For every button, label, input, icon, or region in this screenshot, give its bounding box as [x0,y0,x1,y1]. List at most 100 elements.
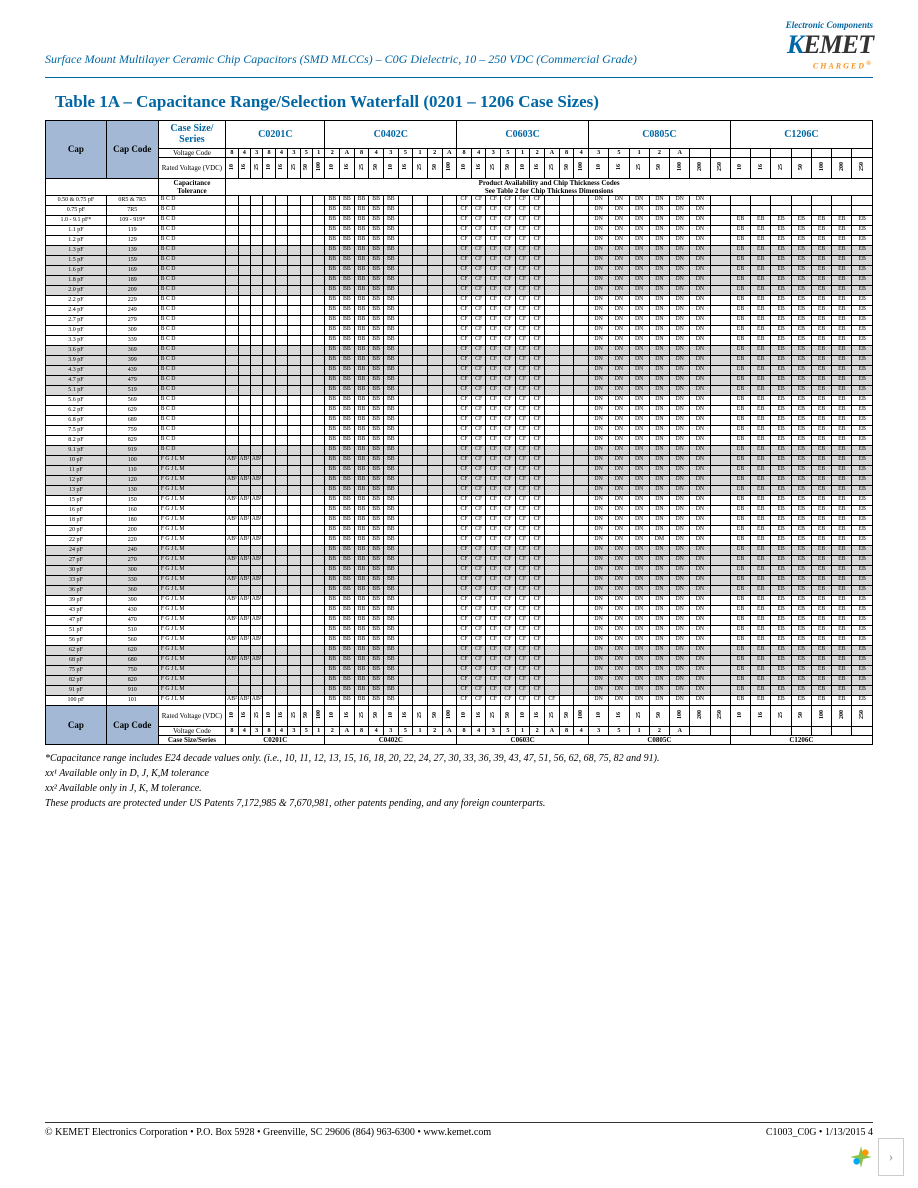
cell-cap: 2.7 pF [46,315,107,325]
cell-tol: B C D [158,415,226,425]
cell-code: 750 [106,665,158,675]
cell-cap: 1.6 pF [46,265,107,275]
cell-tol: B C D [158,325,226,335]
cell-code: 240 [106,545,158,555]
cell-tol: F G J L M [158,645,226,655]
cell-code: 109 - 919* [106,215,158,225]
cell-tol: F G J L M [158,485,226,495]
viewer-icon[interactable] [848,1144,874,1170]
table-row: 91 pF910F G J L MBBBBBBBBBBCFCFCFCFCFCFD… [46,685,873,695]
cell-code: 200 [106,525,158,535]
cell-cap: 8.2 pF [46,435,107,445]
cell-cap: 16 pF [46,505,107,515]
page-footer: © KEMET Electronics Corporation • P.O. B… [45,1114,873,1138]
cell-cap: 43 pF [46,605,107,615]
table-row: 47 pF470F G J L MAB¹AB¹AB¹BBBBBBBBBBCFCF… [46,615,873,625]
cell-tol: F G J L M [158,635,226,645]
footnote-2: xx¹ Available only in D, J, K,M toleranc… [45,766,873,781]
footer-right: C1003_C0G • 1/13/2015 4 [766,1127,873,1138]
cell-tol: F G J L M [158,655,226,665]
cell-cap: 1.5 pF [46,255,107,265]
cell-tol: B C D [158,435,226,445]
cell-cap: 5.1 pF [46,385,107,395]
cell-tol: B C D [158,205,226,215]
cell-tol: F G J L M [158,685,226,695]
cell-tol: F G J L M [158,625,226,635]
cell-code: 820 [106,675,158,685]
cell-code: 339 [106,335,158,345]
cell-tol: B C D [158,215,226,225]
table-row: 10 pF100F G J L MAB¹AB¹AB¹BBBBBBBBBBCFCF… [46,455,873,465]
cell-cap: 10 pF [46,455,107,465]
table-row: 1.0 - 9.1 pF*109 - 919*B C DBBBBBBBBBBCF… [46,215,873,225]
cell-cap: 5.6 pF [46,395,107,405]
hdr-voltage-code-row: Voltage Code 84384351 2A843512A 843512A8… [46,148,873,157]
cell-cap: 0.50 & 0.75 pF [46,195,107,205]
cell-code: 829 [106,435,158,445]
header-subtitle: Surface Mount Multilayer Ceramic Chip Ca… [45,20,637,67]
hdr-c0805c: C0805C [588,120,730,148]
page-header: Surface Mount Multilayer Ceramic Chip Ca… [45,20,873,71]
cell-code: 399 [106,355,158,365]
logo-tagline: Electronic Components [786,20,873,30]
table-row: 6.2 pF629B C DBBBBBBBBBBCFCFCFCFCFCFDNDN… [46,405,873,415]
cell-tol: F G J L M [158,595,226,605]
cell-code: 249 [106,305,158,315]
cell-code: 369 [106,345,158,355]
table-row: 75 pF750F G J L MBBBBBBBBBBCFCFCFCFCFCFD… [46,665,873,675]
cell-code: 130 [106,485,158,495]
ftr-series-label: Case Size/Series [158,735,226,744]
cell-cap: 0.75 pF [46,205,107,215]
cell-cap: 2.0 pF [46,285,107,295]
next-page-button[interactable]: › [878,1138,904,1176]
cell-cap: 2.4 pF [46,305,107,315]
table-title: Table 1A – Capacitance Range/Selection W… [55,92,873,112]
cell-code: 110 [106,465,158,475]
footnote-4: These products are protected under US Pa… [45,796,873,811]
cell-code: 439 [106,365,158,375]
table-row: 3.6 pF369B C DBBBBBBBBBBCFCFCFCFCFCFDNDN… [46,345,873,355]
table-row: 20 pF200F G J L MBBBBBBBBBBCFCFCFCFCFCFD… [46,525,873,535]
cell-cap: 51 pF [46,625,107,635]
cell-tol: F G J L M [158,605,226,615]
cell-cap: 3.9 pF [46,355,107,365]
table-row: 30 pF300F G J L MBBBBBBBBBBCFCFCFCFCFCFD… [46,565,873,575]
cell-code: 7R5 [106,205,158,215]
cell-tol: F G J L M [158,665,226,675]
cell-code: 150 [106,495,158,505]
cell-cap: 30 pF [46,565,107,575]
cell-tol: F G J L M [158,495,226,505]
cell-code: 159 [106,255,158,265]
cell-tol: B C D [158,375,226,385]
table-row: 1.1 pF119B C DBBBBBBBBBBCFCFCFCFCFCFDNDN… [46,225,873,235]
table-row: 5.6 pF569B C DBBBBBBBBBBCFCFCFCFCFCFDNDN… [46,395,873,405]
cell-tol: F G J L M [158,575,226,585]
cell-tol: B C D [158,275,226,285]
table-row: 8.2 pF829B C DBBBBBBBBBBCFCFCFCFCFCFDNDN… [46,435,873,445]
cell-tol: F G J L M [158,535,226,545]
cell-tol: B C D [158,355,226,365]
cell-code: 689 [106,415,158,425]
table-row: 4.3 pF439B C DBBBBBBBBBBCFCFCFCFCFCFDNDN… [46,365,873,375]
cell-tol: F G J L M [158,455,226,465]
table-row: 22 pF220F G J L MAB¹AB¹AB¹BBBBBBBBBBCFCF… [46,535,873,545]
cell-code: 510 [106,625,158,635]
table-row: 2.7 pF279B C DBBBBBBBBBBCFCFCFCFCFCFDNDN… [46,315,873,325]
waterfall-table: Cap Cap Code Case Size/ Series C0201C C0… [45,120,873,745]
table-row: 6.8 pF689B C DBBBBBBBBBBCFCFCFCFCFCFDNDN… [46,415,873,425]
footnotes: *Capacitance range includes E24 decade v… [45,751,873,811]
hdr-cap-tol: Capacitance Tolerance [158,178,226,195]
cell-tol: B C D [158,305,226,315]
hdr-cap-code: Cap Code [106,120,158,178]
logo-brand: KEMET [786,30,873,60]
cell-code: 519 [106,385,158,395]
cell-cap: 13 pF [46,485,107,495]
table-row: 0.50 & 0.75 pF0R5 & 7R5B C DBBBBBBBBBBCF… [46,195,873,205]
table-body: 0.50 & 0.75 pF0R5 & 7R5B C DBBBBBBBBBBCF… [46,195,873,705]
cell-code: 160 [106,505,158,515]
cell-cap: 9.1 pF [46,445,107,455]
cell-cap: 4.7 pF [46,375,107,385]
cell-code: 620 [106,645,158,655]
cell-cap: 20 pF [46,525,107,535]
cell-tol: B C D [158,245,226,255]
